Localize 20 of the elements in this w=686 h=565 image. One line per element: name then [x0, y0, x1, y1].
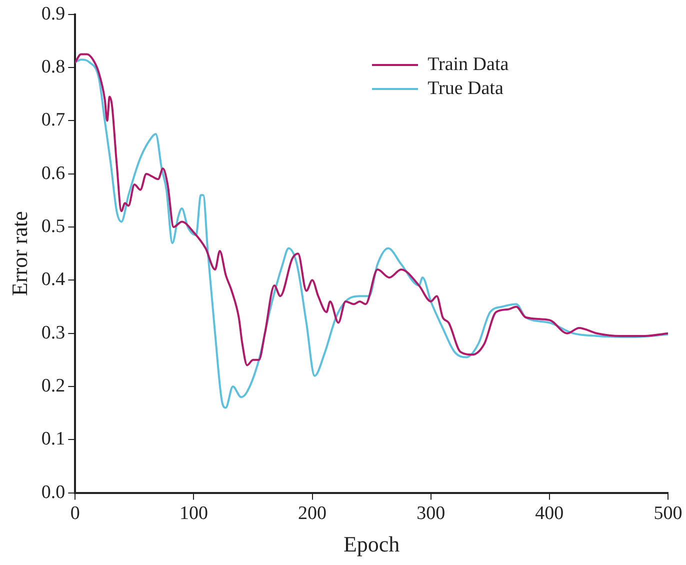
x-tick-label: 400 — [535, 503, 564, 524]
y-tick-label: 0.1 — [41, 428, 66, 450]
y-tick-label: 0.7 — [41, 110, 66, 131]
y-tick-label: 0.3 — [41, 322, 66, 344]
y-tick-label: 0.4 — [41, 269, 66, 290]
x-tick-label: 0 — [70, 503, 80, 524]
y-tick-label: 0.5 — [41, 216, 66, 238]
y-tick-label: 0.6 — [41, 162, 66, 184]
x-axis-title: Epoch — [343, 532, 400, 557]
x-tick-label: 100 — [179, 503, 208, 524]
legend-label: True Data — [428, 78, 504, 100]
y-tick-label: 0.0 — [41, 482, 66, 503]
x-tick-label: 200 — [298, 503, 327, 524]
y-tick-label: 0.2 — [41, 375, 66, 396]
legend-label: Train Data — [428, 54, 509, 76]
x-tick-label: 300 — [416, 503, 446, 524]
y-tick-label: 0.9 — [41, 3, 66, 24]
y-axis-title: Error rate — [6, 211, 32, 296]
y-tick-label: 0.8 — [41, 56, 66, 78]
x-tick-label: 500 — [654, 503, 682, 524]
